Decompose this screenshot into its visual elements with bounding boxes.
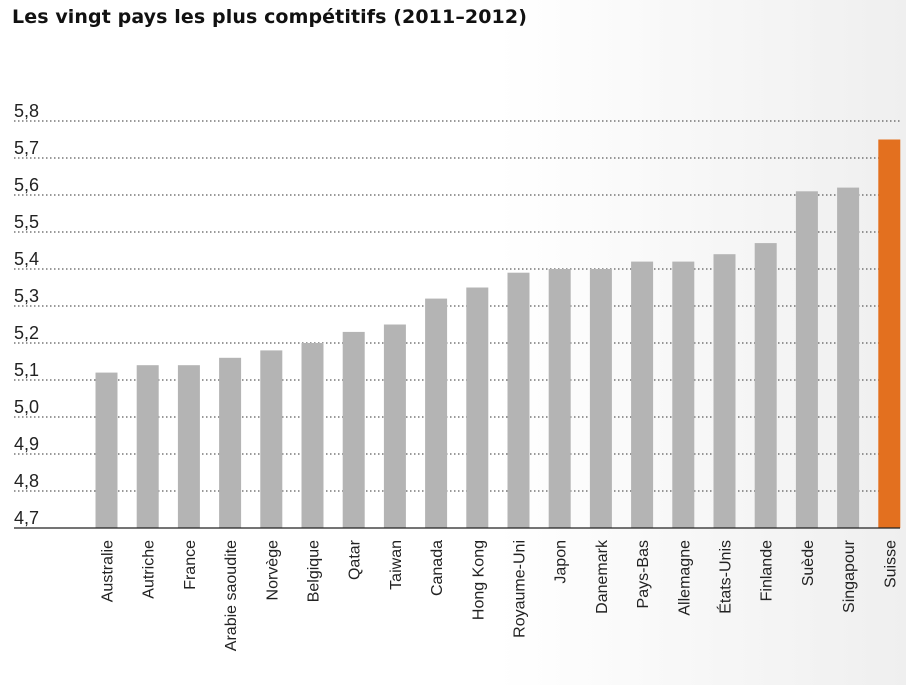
x-category-label: France <box>182 540 199 590</box>
bar <box>837 187 860 528</box>
x-category-label: États-Unis <box>716 540 735 614</box>
bar <box>754 243 777 528</box>
x-category-label: Finlande <box>759 540 776 601</box>
x-category-label: Australie <box>100 540 117 602</box>
y-tick-label: 5,4 <box>14 249 39 269</box>
y-tick-label: 5,1 <box>14 360 39 380</box>
x-category-label: Autriche <box>141 540 158 599</box>
x-axis-labels: Australie Autriche France Arabie saoudite No… <box>100 539 900 651</box>
x-category-label: Taiwan <box>388 540 405 590</box>
x-category-label: Allemagne <box>676 540 693 616</box>
x-category-label: Belgique <box>306 540 323 602</box>
bar <box>383 324 406 528</box>
y-tick-label: 5,7 <box>14 138 39 158</box>
x-category-label: Singapour <box>841 539 858 613</box>
bar <box>672 261 695 528</box>
bar <box>466 287 489 528</box>
x-category-label: Qatar <box>347 539 364 580</box>
bar <box>177 365 200 528</box>
y-tick-label: 4,9 <box>14 434 39 454</box>
x-category-label: Norvège <box>264 540 281 601</box>
y-tick-label: 5,3 <box>14 286 39 306</box>
bar <box>260 350 283 528</box>
x-category-label: Suisse <box>882 540 899 588</box>
x-category-label: Japon <box>553 540 570 584</box>
bar <box>95 372 118 528</box>
bar <box>713 254 736 528</box>
bar <box>219 357 242 528</box>
bar <box>136 365 159 528</box>
bar <box>548 269 571 528</box>
y-tick-label: 5,8 <box>14 101 39 121</box>
y-axis-ticks: 4,7 4,8 4,9 5,0 5,1 5,2 5,3 5,4 5,5 5,6 5,7 5,8 <box>14 101 39 528</box>
bar <box>878 139 901 528</box>
y-tick-label: 5,2 <box>14 323 39 343</box>
bar <box>301 343 324 528</box>
x-category-label: Pays-Bas <box>635 540 652 608</box>
x-category-label: Suède <box>800 540 817 586</box>
x-category-label: Danemark <box>594 539 611 614</box>
bar <box>507 272 530 528</box>
x-category-label: Arabie saoudite <box>223 540 240 651</box>
chart-title: Les vingt pays les plus compétitifs (201… <box>12 6 527 28</box>
y-tick-label: 5,6 <box>14 175 39 195</box>
bars <box>95 139 901 529</box>
x-category-label: Royaume-Uni <box>512 540 529 638</box>
y-tick-label: 4,8 <box>14 471 39 491</box>
bar <box>425 298 448 528</box>
bar <box>795 191 818 529</box>
y-tick-label: 5,0 <box>14 397 39 417</box>
x-category-label: Canada <box>429 540 446 596</box>
bar <box>631 261 654 528</box>
y-tick-label: 4,7 <box>14 508 39 528</box>
bar <box>342 331 365 528</box>
y-tick-label: 5,5 <box>14 212 39 232</box>
x-category-label: Hong Kong <box>470 540 487 620</box>
bar <box>589 269 612 528</box>
